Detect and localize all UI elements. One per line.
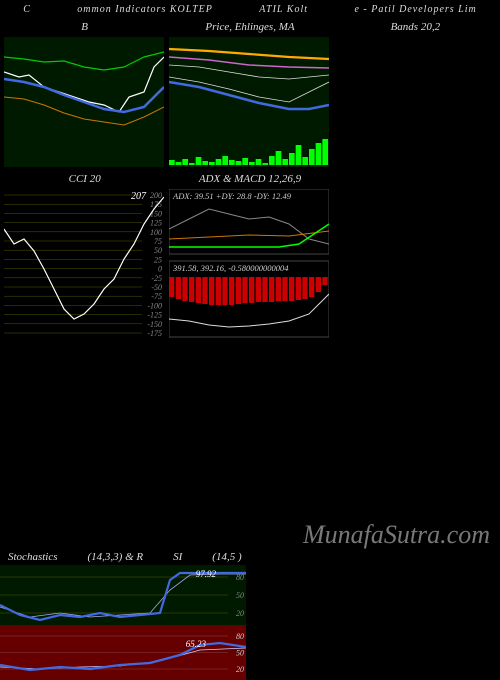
stoch-label: Stochastics [8, 551, 58, 563]
svg-text:ADX: 39.51 +DY: 28.8 -DY: 12.4: ADX: 39.51 +DY: 28.8 -DY: 12.49 [172, 191, 292, 201]
svg-text:200: 200 [150, 191, 162, 200]
svg-text:207: 207 [131, 191, 147, 202]
chart-adx-macd: ADX & MACD 12,26,9 ADX: 39.51 +DY: 28.8 … [169, 171, 330, 339]
chart-b: B [4, 19, 165, 167]
rsi-label: SI [173, 551, 182, 563]
charts-grid: B Price, Ehlinges, MA Bands 20,2 CCI 20 … [0, 19, 500, 339]
svg-text:80: 80 [236, 632, 244, 641]
svg-text:20: 20 [236, 609, 244, 618]
svg-text:100: 100 [150, 228, 162, 237]
svg-text:-100: -100 [147, 301, 162, 310]
svg-text:0: 0 [158, 265, 162, 274]
hdr-mid1: ommon Indicators KOLTEP [77, 4, 213, 15]
chart-adx-title: ADX & MACD 12,26,9 [169, 173, 330, 187]
svg-text:-175: -175 [147, 329, 162, 338]
hdr-mid2: ATIL Kolt [259, 4, 308, 15]
svg-text:50: 50 [154, 246, 162, 255]
chart-cci-svg: 2001751501251007550250-25-50-75-100-125-… [4, 189, 164, 339]
svg-text:-125: -125 [147, 311, 162, 320]
bottom-section: Stochastics (14,3,3) & R SI (14,5 ) 20 50… [0, 549, 500, 680]
svg-text:-50: -50 [151, 283, 162, 292]
svg-text:50: 50 [236, 591, 244, 600]
chart-b-svg [4, 37, 164, 167]
chart-b-title: B [4, 21, 165, 35]
chart-cci: CCI 20 2001751501251007550250-25-50-75-1… [4, 171, 165, 339]
svg-text:-25: -25 [151, 274, 162, 283]
chart-adx-svg: ADX: 39.51 +DY: 28.8 -DY: 12.49 391.58, 3… [169, 189, 329, 339]
chart-bands-title: Bands 20,2 [335, 21, 496, 35]
hdr-right: e - Patil Developers Lim [354, 4, 476, 15]
svg-text:65.23: 65.23 [186, 639, 207, 649]
chart-cci-title: CCI 20 [4, 173, 165, 187]
svg-text:125: 125 [150, 219, 162, 228]
chart-bands-svg [335, 37, 495, 167]
svg-text:-150: -150 [147, 320, 162, 329]
chart-price: Price, Ehlinges, MA [169, 19, 330, 167]
svg-text:-75: -75 [151, 292, 162, 301]
rsi-params: (14,5 ) [212, 551, 241, 563]
stoch-svg: 20508097.92 [0, 565, 246, 625]
chart-empty [335, 171, 496, 339]
svg-text:50: 50 [236, 649, 244, 658]
watermark: MunafaSutra.com [303, 520, 490, 550]
page-header: C ommon Indicators KOLTEP ATIL Kolt e - … [0, 0, 500, 19]
svg-text:20: 20 [236, 665, 244, 674]
rsi-svg: 20 50 80 65.23 [0, 625, 246, 680]
hdr-left: C [23, 4, 31, 15]
svg-text:150: 150 [150, 209, 162, 218]
svg-text:75: 75 [154, 237, 162, 246]
stoch-params: (14,3,3) & R [88, 551, 144, 563]
chart-price-svg [169, 37, 329, 167]
svg-text:97.92: 97.92 [196, 569, 217, 579]
svg-text:25: 25 [154, 255, 162, 264]
svg-text:391.58, 392.16, -0.58000000000: 391.58, 392.16, -0.580000000004 [172, 263, 289, 273]
bottom-title: Stochastics (14,3,3) & R SI (14,5 ) [0, 549, 500, 565]
chart-price-title: Price, Ehlinges, MA [169, 21, 330, 35]
chart-bands: Bands 20,2 [335, 19, 496, 167]
